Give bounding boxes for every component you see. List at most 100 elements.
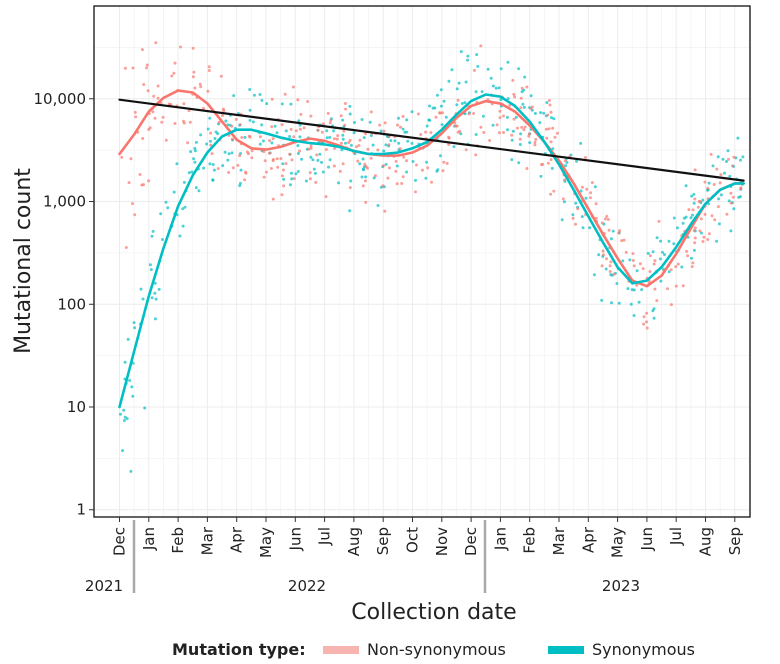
point-non-synonymous [133,213,137,217]
legend-title: Mutation type: [172,640,306,659]
point-synonymous [538,121,542,125]
point-non-synonymous [585,187,589,191]
point-non-synonymous [191,75,195,79]
point-non-synonymous [530,105,534,109]
point-non-synonymous [600,221,604,225]
point-non-synonymous [727,157,730,161]
point-synonymous [226,158,230,162]
point-non-synonymous [546,161,550,165]
point-synonymous [368,120,372,124]
point-synonymous [628,258,632,262]
point-synonymous [506,128,509,132]
point-non-synonymous [289,127,293,131]
point-non-synonymous [589,196,592,200]
point-synonymous [384,143,388,147]
point-non-synonymous [454,124,458,128]
point-non-synonymous [170,74,174,78]
point-non-synonymous [243,178,247,182]
point-non-synonymous [692,229,696,232]
point-non-synonymous [563,159,567,163]
point-synonymous [157,287,161,291]
point-non-synonymous [231,166,235,170]
point-synonymous [510,158,514,162]
point-synonymous [579,141,583,145]
x-tick-label: May [257,527,275,558]
point-synonymous [230,151,234,155]
point-synonymous [150,296,154,300]
x-tick-label: Dec [462,527,480,556]
point-synonymous [243,135,247,139]
point-synonymous [153,317,157,321]
point-non-synonymous [227,171,231,174]
point-non-synonymous [696,205,700,209]
point-non-synonymous [308,177,312,181]
point-synonymous [640,288,644,292]
point-non-synonymous [731,164,735,168]
point-synonymous [159,212,163,216]
point-synonymous [494,86,498,90]
point-synonymous [571,213,575,217]
point-synonymous [716,155,720,159]
point-synonymous [439,104,443,108]
point-non-synonymous [398,147,402,151]
point-non-synonymous [381,184,385,188]
point-non-synonymous [666,287,669,291]
point-non-synonymous [707,232,711,236]
point-synonymous [164,200,168,204]
point-synonymous [175,162,179,166]
point-non-synonymous [356,159,360,163]
point-non-synonymous [131,66,135,70]
point-non-synonymous [383,121,387,125]
point-non-synonymous [271,137,275,141]
point-non-synonymous [547,99,551,102]
point-non-synonymous [693,241,697,245]
point-non-synonymous [343,123,347,127]
point-non-synonymous [264,170,268,174]
point-non-synonymous [608,264,612,268]
point-non-synonymous [219,74,223,78]
point-synonymous [652,316,656,320]
y-tick-label: 10,000 [34,90,87,108]
point-synonymous [395,164,399,168]
year-label-2022: 2022 [288,577,326,595]
point-synonymous [181,207,185,211]
point-non-synonymous [523,125,527,129]
point-non-synonymous [709,152,713,156]
point-synonymous [289,171,293,175]
x-tick-label: Jun [286,527,304,551]
point-non-synonymous [348,186,352,190]
point-non-synonymous [561,197,565,201]
point-non-synonymous [549,140,553,144]
point-non-synonymous [369,110,373,114]
point-non-synonymous [156,96,160,100]
point-synonymous [227,152,231,156]
point-non-synonymous [250,156,254,160]
point-non-synonymous [296,98,300,102]
point-non-synonymous [606,218,610,221]
point-synonymous [194,186,198,190]
point-non-synonymous [415,163,418,167]
legend-key-non-synonymous [323,646,359,654]
point-non-synonymous [716,205,720,209]
point-synonymous [352,131,356,135]
point-synonymous [397,116,400,120]
point-non-synonymous [712,183,716,186]
point-synonymous [226,123,230,127]
point-non-synonymous [426,166,430,170]
point-non-synonymous [713,218,717,222]
point-non-synonymous [414,190,417,194]
point-non-synonymous [729,191,733,195]
point-synonymous [382,149,386,153]
point-non-synonymous [378,123,382,127]
legend-label-non-synonymous: Non-synonymous [367,640,506,659]
point-synonymous [672,242,676,246]
point-synonymous [551,147,555,151]
point-synonymous [132,321,136,325]
point-non-synonymous [161,115,165,119]
point-non-synonymous [584,156,587,159]
point-synonymous [193,146,197,150]
point-synonymous [318,152,322,156]
point-synonymous [208,116,212,120]
point-synonymous [425,160,429,164]
point-synonymous [474,90,478,94]
